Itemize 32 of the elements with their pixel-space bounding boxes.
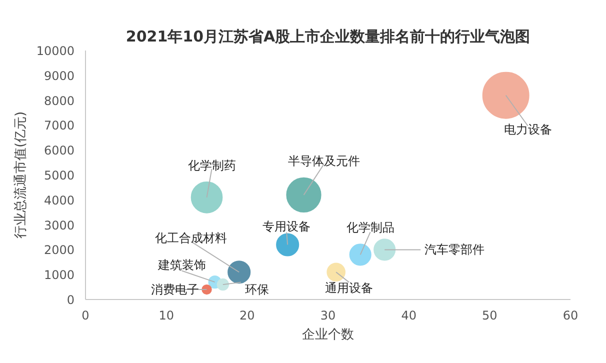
y-tick-label: 1000	[44, 268, 75, 282]
y-tick-label: 5000	[44, 168, 75, 182]
annotation: 通用设备	[325, 281, 374, 296]
annotation: 环保	[244, 282, 269, 297]
annotation: 专用设备	[262, 220, 311, 234]
y-tick-label: 7000	[44, 118, 75, 133]
y-tick-label: 0	[66, 293, 75, 307]
y-tick-label: 8000	[44, 94, 75, 108]
x-axis-title: 企业个数	[302, 328, 354, 342]
y-tick-label: 10000	[36, 44, 75, 58]
annotation: 化工合成材料	[155, 231, 228, 246]
annotation: 消费电子	[150, 282, 199, 297]
annotation: 电力设备	[504, 122, 552, 136]
x-tick-label: 20	[240, 308, 255, 322]
x-tick-label: 30	[320, 308, 336, 322]
annotation: 汽车零部件	[424, 242, 485, 257]
y-tick-label: 9000	[44, 68, 75, 83]
x-tick-label: 10	[158, 308, 174, 322]
x-tick-label: 60	[562, 308, 578, 322]
annotation: 化学制品	[346, 220, 394, 235]
x-tick-label: 0	[82, 308, 90, 322]
y-tick-label: 6000	[44, 144, 75, 158]
x-tick-label: 50	[482, 308, 498, 322]
x-tick-label: 40	[401, 308, 416, 322]
annotation: 化学制药	[188, 158, 236, 172]
annotation: 半导体及元件	[288, 154, 360, 168]
y-tick-label: 4000	[44, 193, 75, 208]
y-axis-title: 行业总流通市值(亿元)	[12, 111, 28, 239]
annotation: 建筑装饰	[156, 258, 206, 272]
chart-title: 2021年10月江苏省A股上市企业数量排名前十的行业气泡图	[126, 28, 530, 46]
y-tick-label: 3000	[44, 218, 75, 232]
y-tick-label: 2000	[44, 243, 75, 258]
